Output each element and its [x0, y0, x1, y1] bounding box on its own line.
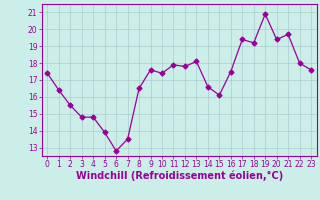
- X-axis label: Windchill (Refroidissement éolien,°C): Windchill (Refroidissement éolien,°C): [76, 171, 283, 181]
